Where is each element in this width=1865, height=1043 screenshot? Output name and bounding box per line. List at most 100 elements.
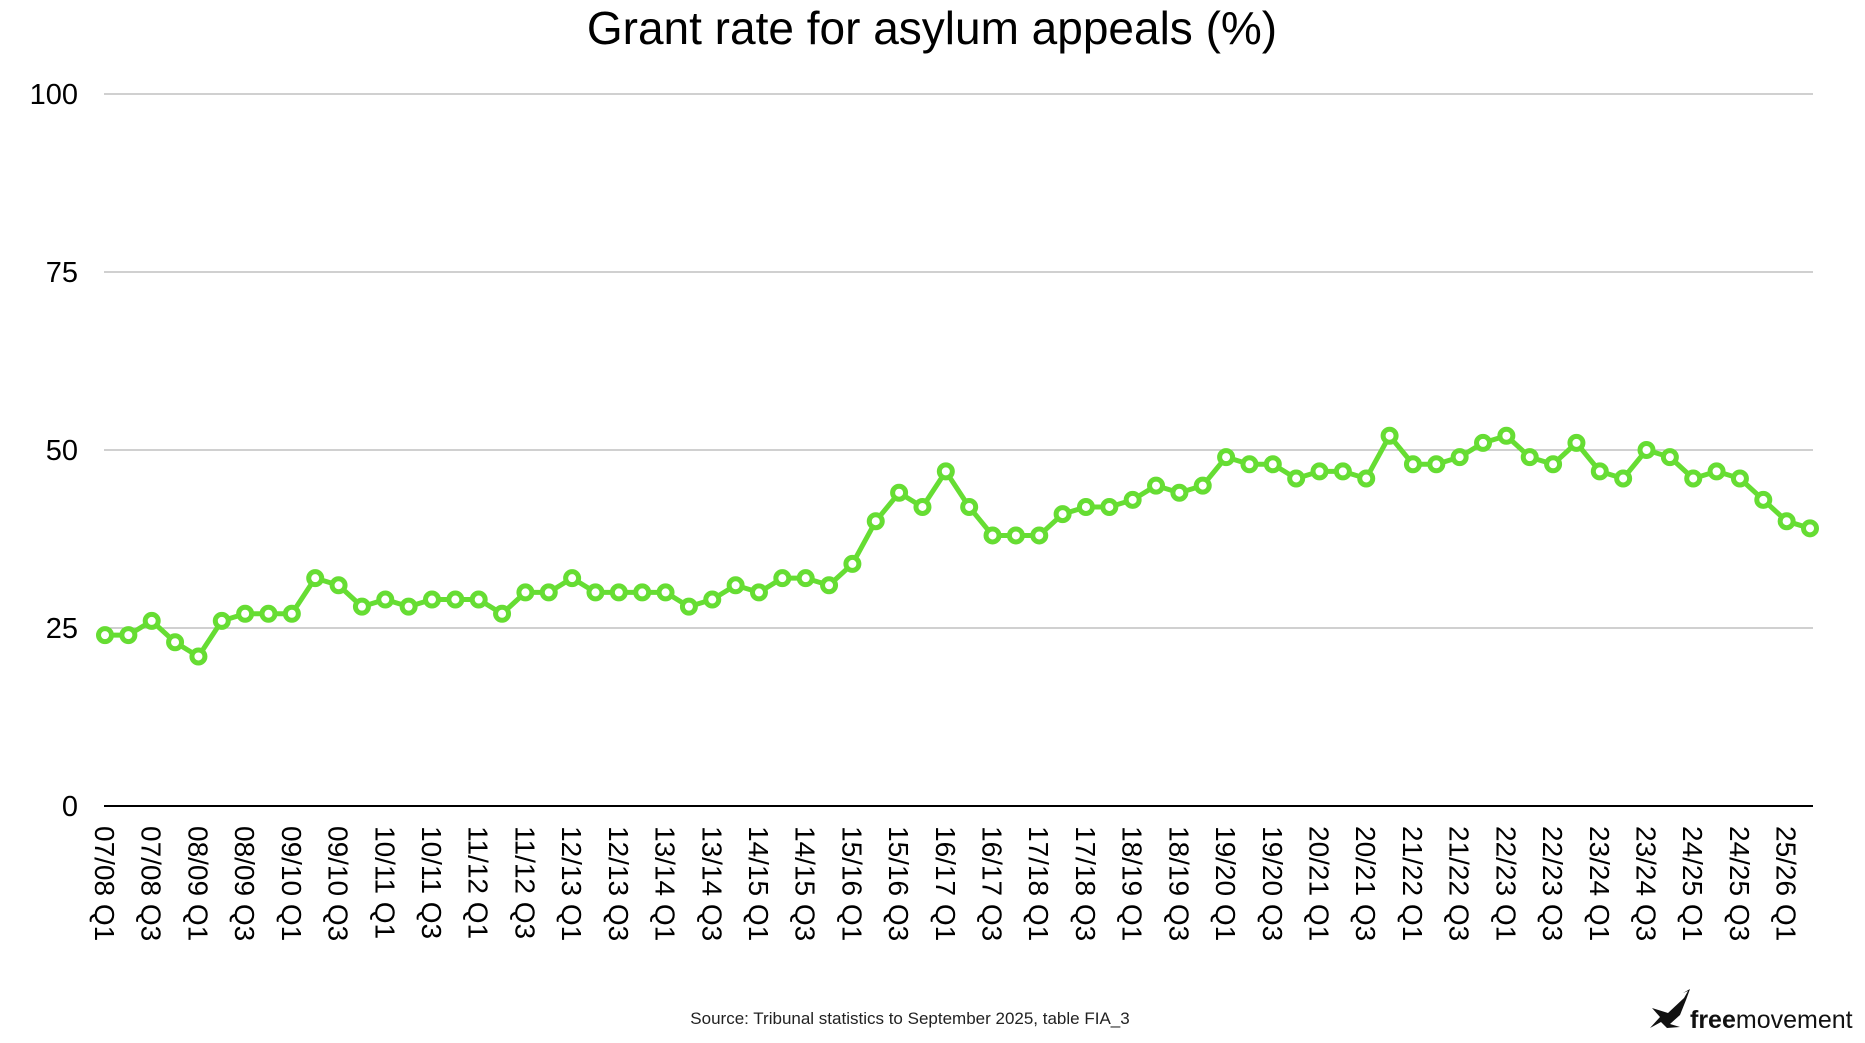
data-point <box>1380 426 1399 445</box>
x-tick-label: 12/13 Q1 <box>556 826 587 941</box>
data-point <box>1567 433 1586 452</box>
x-tick-label: 10/11 Q3 <box>416 826 447 939</box>
x-tick-label: 23/24 Q1 <box>1584 826 1615 941</box>
data-point <box>749 583 768 602</box>
x-tick-label: 18/19 Q3 <box>1163 826 1194 941</box>
data-point <box>796 569 815 588</box>
data-point <box>189 647 208 666</box>
data-point <box>376 590 395 609</box>
data-point <box>726 576 745 595</box>
x-tick-label: 25/26 Q1 <box>1771 826 1802 941</box>
x-tick-label: 11/12 Q3 <box>509 826 540 939</box>
data-point <box>1263 455 1282 474</box>
x-tick-label: 24/25 Q3 <box>1724 826 1755 941</box>
x-tick-label: 15/16 Q3 <box>883 826 914 941</box>
data-point <box>1660 448 1679 467</box>
data-point <box>1754 490 1773 509</box>
x-tick-label: 20/21 Q1 <box>1304 826 1335 941</box>
data-point <box>1287 469 1306 488</box>
x-tick-label: 13/14 Q3 <box>696 826 727 941</box>
x-tick-label: 20/21 Q3 <box>1350 826 1381 941</box>
data-point <box>1147 476 1166 495</box>
data-point <box>1614 469 1633 488</box>
data-point <box>212 611 231 630</box>
data-point <box>1053 505 1072 524</box>
x-tick-label: 11/12 Q1 <box>463 826 494 939</box>
data-point <box>166 633 185 652</box>
source-note: Source: Tribunal statistics to September… <box>690 1009 1129 1028</box>
data-point <box>890 483 909 502</box>
x-tick-label: 16/17 Q3 <box>977 826 1008 941</box>
y-tick-label: 100 <box>30 79 78 111</box>
x-tick-label: 09/10 Q3 <box>323 826 354 941</box>
data-point <box>516 583 535 602</box>
svg-text:freemovement: freemovement <box>1690 1006 1853 1034</box>
x-tick-label: 15/16 Q1 <box>836 826 867 941</box>
data-point <box>1006 526 1025 545</box>
data-point <box>1497 426 1516 445</box>
data-point <box>633 583 652 602</box>
data-point <box>1637 441 1656 459</box>
y-tick-label: 0 <box>62 791 78 823</box>
data-point <box>1684 469 1703 488</box>
y-tick-label: 50 <box>46 435 78 467</box>
x-tick-label: 08/09 Q3 <box>229 826 260 941</box>
data-point <box>446 590 465 609</box>
data-point <box>843 554 862 573</box>
data-point <box>282 604 301 623</box>
data-point <box>306 569 325 588</box>
data-point <box>563 569 582 588</box>
data-point <box>236 604 255 623</box>
data-point <box>609 583 628 602</box>
data-point <box>1590 462 1609 481</box>
y-axis-ticks: 0 25 50 75 100 <box>30 79 78 823</box>
data-point <box>1707 462 1726 481</box>
data-point <box>983 526 1002 545</box>
x-axis-ticks: 07/08 Q1 07/08 Q3 08/09 Q1 08/09 Q3 09/10 Q1… <box>89 826 1802 941</box>
data-point <box>493 604 512 623</box>
data-point <box>1217 448 1236 467</box>
x-tick-label: 22/23 Q1 <box>1490 826 1521 941</box>
data-point <box>96 626 114 645</box>
data-point <box>422 590 441 609</box>
data-point <box>399 597 418 616</box>
data-point <box>1123 490 1142 509</box>
logo-text-light: movement <box>1736 1006 1853 1034</box>
data-point <box>1777 512 1796 531</box>
x-tick-label: 14/15 Q3 <box>790 826 821 941</box>
y-tick-label: 75 <box>46 257 78 289</box>
x-tick-label: 07/08 Q1 <box>89 826 120 941</box>
x-tick-label: 13/14 Q1 <box>650 826 681 941</box>
x-tick-label: 09/10 Q1 <box>276 826 307 941</box>
data-point <box>259 604 278 623</box>
x-tick-label: 19/20 Q3 <box>1257 826 1288 941</box>
data-point <box>679 597 698 616</box>
data-point <box>1427 455 1446 474</box>
x-tick-label: 07/08 Q3 <box>136 826 167 941</box>
x-tick-label: 10/11 Q1 <box>369 826 400 939</box>
data-point <box>1544 455 1563 474</box>
data-point <box>773 569 792 588</box>
data-point <box>1076 497 1095 516</box>
chart-title: Grant rate for asylum appeals (%) <box>587 2 1277 54</box>
data-point <box>142 611 161 630</box>
gridlines <box>104 93 1813 807</box>
data-point <box>1357 469 1376 488</box>
data-point <box>1030 526 1049 545</box>
data-point <box>703 590 722 609</box>
x-tick-label: 16/17 Q1 <box>930 826 961 941</box>
data-point <box>352 597 371 616</box>
x-tick-label: 21/22 Q3 <box>1444 826 1475 941</box>
x-tick-label: 17/18 Q1 <box>1023 826 1054 941</box>
x-tick-label: 18/19 Q1 <box>1117 826 1148 941</box>
x-tick-label: 12/13 Q3 <box>603 826 634 941</box>
series-grant-rate <box>96 426 1819 666</box>
data-point <box>1474 433 1493 452</box>
data-point <box>1193 476 1212 495</box>
freemovement-logo: freemovement <box>1650 989 1853 1034</box>
data-point <box>539 583 558 602</box>
data-point <box>1801 519 1819 538</box>
data-point <box>119 626 138 645</box>
data-point <box>960 497 979 516</box>
